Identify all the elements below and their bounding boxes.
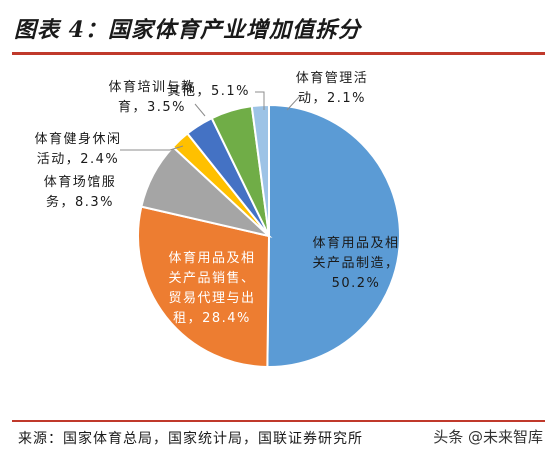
slice-label-5: 其他，5.1% [167, 84, 250, 99]
leader-line-6 [286, 95, 301, 111]
slice-label-4: 体育培训与教育，3.5% [108, 79, 195, 115]
slice-label-0: 体育用品及相关产品制造， 50.2% [312, 235, 399, 291]
pie-slice-1 [137, 205, 271, 369]
chart-title: 图表 4：国家体育产业增加值拆分 [14, 17, 361, 43]
slice-label-2: 体育场馆服务，8.3% [44, 174, 117, 210]
title-rule [12, 52, 545, 55]
source-rule [12, 420, 545, 422]
source-note: 来源：国家体育总局，国家统计局，国联证券研究所 [18, 431, 363, 447]
slice-label-1: 体育用品及相关产品销售、贸易代理与出租，28.4% [168, 250, 255, 326]
watermark: 头条 @未来智库 [433, 428, 543, 446]
pie-slice-0 [266, 103, 401, 368]
leader-line-5 [255, 91, 265, 110]
leader-line-4 [194, 103, 206, 117]
slice-label-6: 体育管理活动，2.1% [296, 70, 369, 106]
leader-line-3 [120, 145, 184, 151]
slice-label-3: 体育健身休闲活动，2.4% [34, 131, 121, 167]
pie-slice-6 [250, 103, 270, 237]
